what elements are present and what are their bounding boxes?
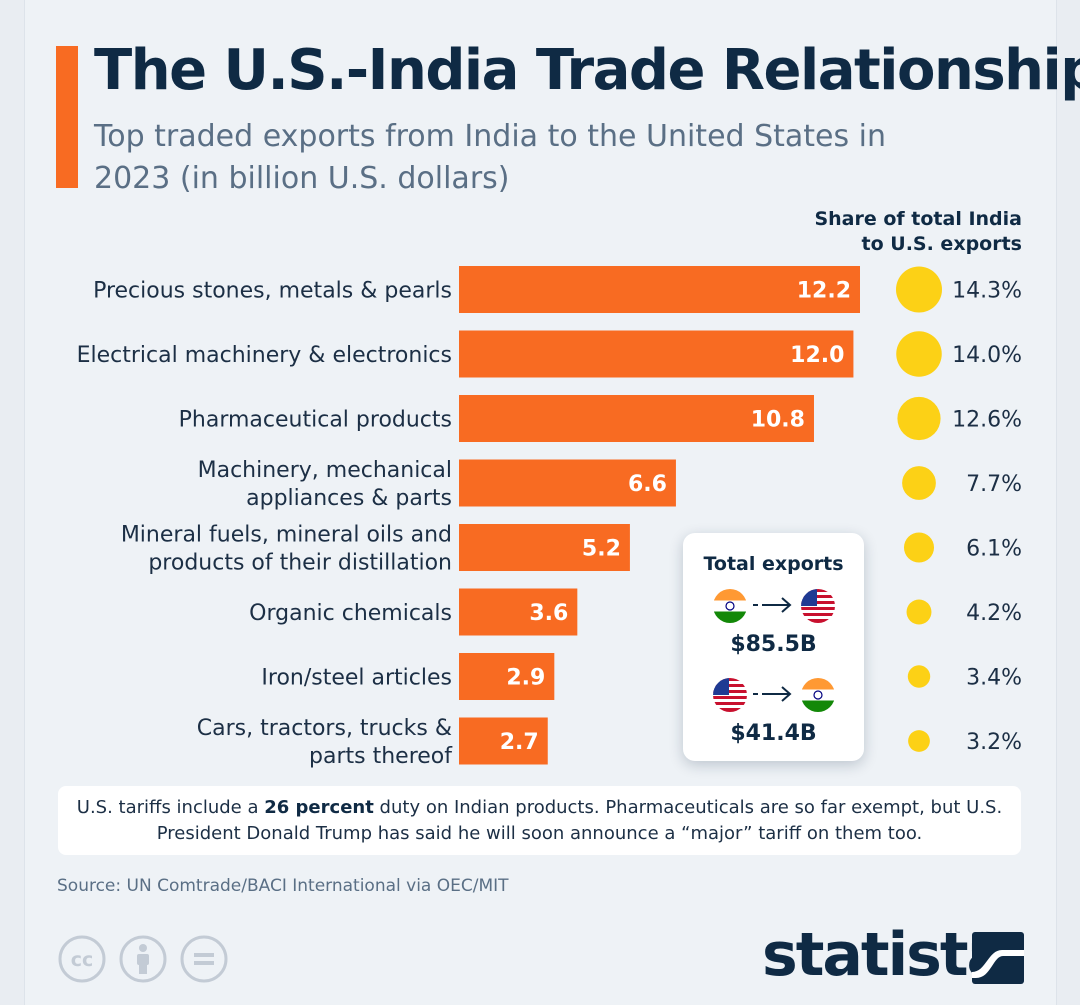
us-to-india-value: $41.4B: [730, 721, 817, 746]
tariff-note: U.S. tariffs include a 26 percent duty o…: [58, 786, 1021, 855]
source-line: Source: UN Comtrade/BACI International v…: [57, 876, 509, 896]
india-to-us-flow: [713, 587, 835, 625]
category-label-line: Precious stones, metals & pearls: [93, 279, 452, 304]
india-flag-icon: [713, 589, 747, 623]
arrow-right-icon: [753, 686, 792, 702]
category-label-line: Machinery, mechanical: [198, 458, 452, 483]
chart-title: The U.S.-India Trade Relationship: [94, 38, 1080, 103]
us-flag-icon: [713, 678, 747, 712]
share-label-6: 3.4%: [966, 666, 1022, 691]
svg-text:cc: cc: [71, 949, 94, 971]
share-column-header: Share of total India to U.S. exports: [814, 207, 1022, 257]
share-dot-3: [902, 466, 936, 500]
category-label-3: Machinery, mechanical appliances & parts: [198, 458, 452, 511]
share-dot-2: [897, 396, 941, 441]
value-label-3: 6.6: [628, 472, 667, 497]
category-label-line: Pharmaceutical products: [179, 408, 452, 433]
category-label-7: Cars, tractors, trucks & parts thereof: [197, 716, 453, 769]
bar-7: [459, 717, 548, 765]
category-label-line: Organic chemicals: [249, 601, 452, 626]
total-exports-box: Total exports $85.5B: [683, 533, 864, 761]
share-dot-0: [896, 266, 942, 313]
value-label-6: 2.9: [506, 666, 545, 691]
tariff-note-text: U.S. tariffs include a 26 percent duty o…: [58, 795, 1021, 847]
creative-commons-icon[interactable]: cc: [57, 934, 107, 984]
share-header-line-2: to U.S. exports: [861, 233, 1022, 255]
share-dot-5: [906, 599, 932, 625]
india-flag-icon: [801, 678, 835, 712]
share-label-5: 4.2%: [966, 601, 1022, 626]
bar-1: [459, 330, 854, 378]
bar-6: [459, 653, 555, 700]
share-label-4: 6.1%: [966, 537, 1022, 562]
category-label-5: Organic chemicals: [249, 601, 452, 626]
share-label-7: 3.2%: [966, 730, 1022, 755]
attribution-icon[interactable]: [118, 934, 168, 984]
category-label-line: Cars, tractors, trucks &: [197, 716, 452, 741]
total-exports-title: Total exports: [703, 553, 844, 575]
share-label-2: 12.6%: [952, 408, 1022, 433]
share-label-3: 7.7%: [966, 472, 1022, 497]
no-derivatives-icon[interactable]: [179, 934, 229, 984]
category-label-4: Mineral fuels, mineral oils and products …: [121, 523, 452, 576]
category-label-line: parts thereof: [309, 744, 453, 769]
note-highlight: 26 percent: [264, 796, 374, 818]
chart-subtitle: Top traded exports from India to the Uni…: [94, 119, 887, 196]
bar-0: [459, 266, 860, 313]
category-label-6: Iron/steel articles: [261, 666, 452, 691]
value-label-4: 5.2: [582, 537, 621, 562]
us-to-india-flow: [713, 676, 835, 714]
category-label-line: products of their distillation: [148, 551, 452, 576]
bar-chart: 12.2 Precious stones, metals & pearls 14.3…: [77, 266, 1022, 769]
category-label-2: Pharmaceutical products: [179, 408, 452, 433]
statista-logo-icon: [972, 932, 1024, 984]
value-label-0: 12.2: [797, 279, 851, 304]
bar-2: [459, 395, 814, 442]
title-accent-bar: [56, 46, 78, 188]
category-label-line: Mineral fuels, mineral oils and: [121, 523, 452, 548]
category-label-1: Electrical machinery & electronics: [77, 343, 452, 368]
share-dot-7: [908, 730, 930, 752]
share-label-0: 14.3%: [952, 279, 1022, 304]
category-label-line: Iron/steel articles: [261, 666, 452, 691]
value-label-1: 12.0: [790, 343, 844, 368]
note-text-after: duty on Indian products. Pharmaceuticals…: [156, 796, 1003, 844]
category-label-0: Precious stones, metals & pearls: [93, 279, 452, 304]
share-label-1: 14.0%: [952, 343, 1022, 368]
us-flag-icon: [801, 589, 835, 623]
share-dot-1: [896, 331, 942, 377]
bar-4: [459, 524, 630, 571]
category-label-line: Electrical machinery & electronics: [77, 343, 452, 368]
share-dot-4: [903, 532, 935, 563]
statista-logo-text: statista: [762, 920, 1007, 990]
india-to-us-value: $85.5B: [730, 632, 817, 657]
value-label-7: 2.7: [500, 730, 539, 755]
value-label-2: 10.8: [751, 408, 805, 433]
arrow-right-icon: [753, 597, 792, 613]
note-text-before: U.S. tariffs include a: [76, 796, 265, 818]
bar-5: [459, 588, 578, 636]
share-dot-6: [907, 665, 931, 688]
value-label-5: 3.6: [529, 601, 568, 626]
category-label-line: appliances & parts: [246, 486, 452, 511]
bar-3: [459, 459, 676, 507]
share-header-line-1: Share of total India: [814, 208, 1022, 230]
